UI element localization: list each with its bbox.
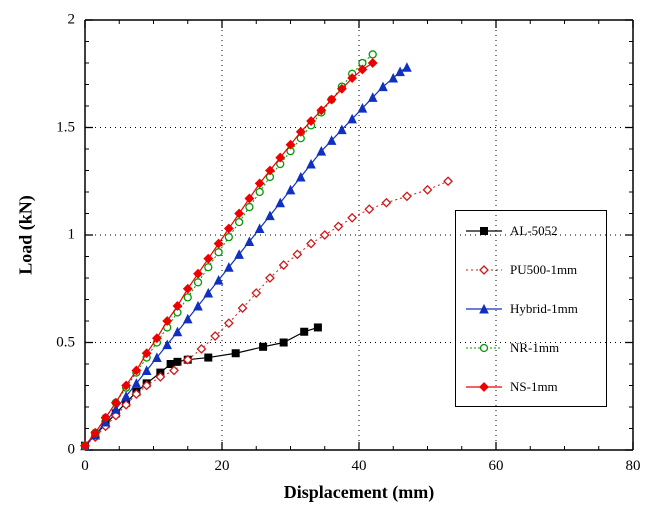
y-tick-label: 0 xyxy=(68,442,76,459)
x-tick-label: 0 xyxy=(81,458,89,475)
y-tick-label: 1 xyxy=(68,227,76,244)
chart-svg xyxy=(0,0,661,517)
chart-container: Load (kN) Displacement (mm) AL-5052PU500… xyxy=(0,0,661,517)
y-tick-label: 1.5 xyxy=(56,119,75,136)
series-hybrid-1mm xyxy=(81,63,411,449)
x-tick-label: 60 xyxy=(489,458,504,475)
x-tick-label: 40 xyxy=(352,458,367,475)
x-tick-label: 20 xyxy=(215,458,230,475)
series-al-5052 xyxy=(82,324,322,449)
y-tick-label: 0.5 xyxy=(56,334,75,351)
y-tick-label: 2 xyxy=(68,12,76,29)
x-tick-label: 80 xyxy=(626,458,641,475)
